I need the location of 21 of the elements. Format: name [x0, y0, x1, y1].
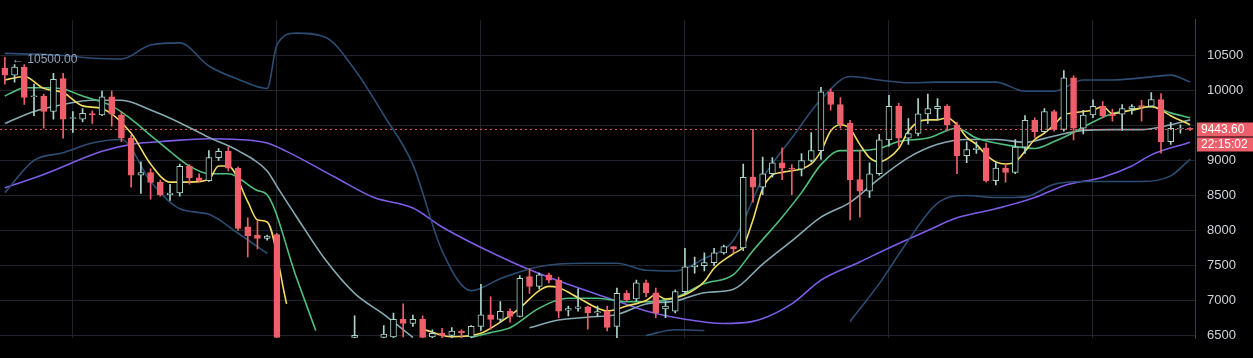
y-tick-label: 8500	[1207, 187, 1236, 203]
y-tick-label: 9000	[1207, 152, 1236, 168]
y-tick-label: 10000	[1207, 82, 1244, 98]
candlestick	[856, 150, 864, 218]
candlestick	[399, 303, 407, 338]
text: 22:15:02	[1201, 137, 1249, 152]
annotation: ← 10500.00	[12, 52, 78, 67]
candlestick	[30, 83, 38, 116]
candlestick	[788, 164, 796, 196]
y-tick-label: 7500	[1207, 257, 1236, 272]
candlestick	[924, 93, 932, 124]
y-tick-label: 7000	[1207, 291, 1236, 307]
y-tick-label: 6500	[1207, 326, 1236, 342]
line-series	[4, 32, 1191, 292]
candlestick	[88, 110, 96, 124]
candlestick	[574, 288, 582, 312]
y-tick-label: 10500	[1207, 47, 1244, 63]
ref-line-label: 9443.60	[1201, 122, 1245, 137]
y-tick-label: 8000	[1207, 222, 1236, 238]
candlestick	[1128, 104, 1136, 115]
candlestick	[244, 217, 252, 258]
